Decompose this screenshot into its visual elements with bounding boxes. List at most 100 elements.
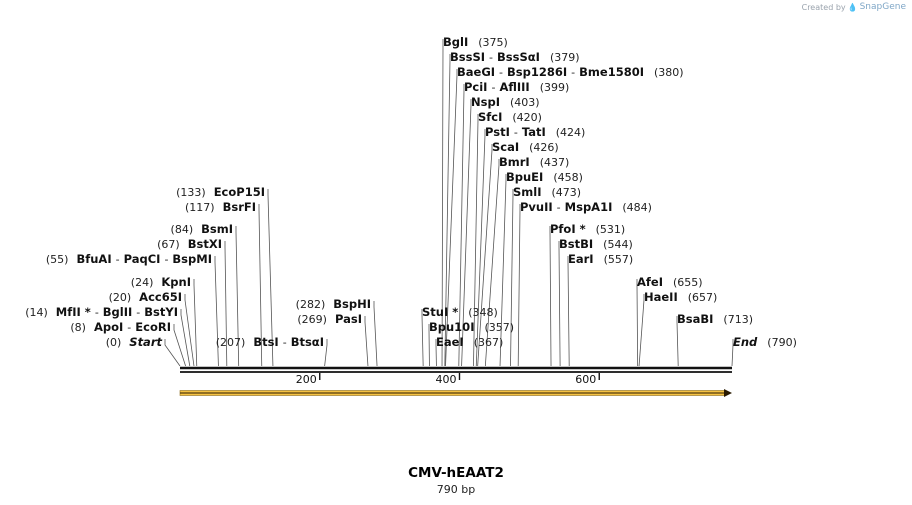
site-leader-line bbox=[473, 114, 479, 367]
enzyme-name: PvuII bbox=[520, 200, 553, 214]
sequence-backbone: 200 400 600 bbox=[180, 366, 732, 386]
site-position: (426) bbox=[529, 141, 559, 154]
site-position: (424) bbox=[556, 126, 586, 139]
site-position: (84) bbox=[171, 223, 194, 236]
site-position: (20) bbox=[109, 291, 132, 304]
site-label: ScaI (426) bbox=[492, 140, 559, 154]
site-label: PfoI * (531) bbox=[550, 222, 625, 236]
site-label: SfcI (420) bbox=[478, 110, 542, 124]
ruler-tick-label: 400 bbox=[435, 373, 456, 386]
enzyme-name: BglI bbox=[443, 35, 468, 49]
site-label: (55) BfuAI - PaqCI - BspMI bbox=[46, 252, 212, 266]
site-position: (133) bbox=[176, 186, 206, 199]
enzyme-name: SfcI bbox=[478, 110, 502, 124]
enzyme-name: BspHI bbox=[333, 297, 371, 311]
site-leader-line bbox=[461, 99, 472, 367]
site-label: EaeI (367) bbox=[436, 335, 503, 349]
site-leader-line bbox=[510, 189, 514, 367]
site-labels: BglI (375)BssSI - BssSαI (379)BaeGI - Bsp1286I… bbox=[25, 35, 797, 349]
site-label: BssSI - BssSαI (379) bbox=[450, 50, 580, 64]
map-length: 790 bp bbox=[436, 483, 476, 496]
enzyme-name: Acc65I bbox=[139, 290, 182, 304]
enzyme-name: BpuEI bbox=[506, 170, 543, 184]
site-position: (473) bbox=[552, 186, 582, 199]
enzyme-name: EarI bbox=[568, 252, 594, 266]
site-leader-line bbox=[444, 54, 451, 367]
site-label: (117) BsrFI bbox=[185, 200, 256, 214]
enzyme-name: BstYI bbox=[144, 305, 178, 319]
enzyme-name: BfuAI bbox=[76, 252, 111, 266]
enzyme-name: BglII bbox=[103, 305, 133, 319]
site-label: (0) Start bbox=[106, 335, 163, 349]
site-leader-line bbox=[477, 144, 493, 367]
site-label: (20) Acc65I bbox=[109, 290, 182, 304]
enzyme-name: TatI bbox=[522, 125, 546, 139]
site-position: (458) bbox=[553, 171, 583, 184]
site-label: NspI (403) bbox=[471, 95, 540, 109]
enzyme-name: Start bbox=[129, 335, 162, 349]
site-label: (67) BstXI bbox=[157, 237, 222, 251]
site-leader-line bbox=[445, 69, 458, 367]
site-position: (420) bbox=[512, 111, 542, 124]
enzyme-name: PstI bbox=[485, 125, 510, 139]
enzyme-name: BsmI bbox=[201, 222, 233, 236]
site-leader-line bbox=[638, 294, 645, 367]
enzyme-name: EaeI bbox=[436, 335, 464, 349]
enzyme-name: AflIII bbox=[499, 80, 529, 94]
site-label: End (790) bbox=[733, 335, 797, 349]
enzyme-name: HaeII bbox=[644, 290, 678, 304]
site-position: (24) bbox=[131, 276, 154, 289]
enzyme-name: PfoI * bbox=[550, 222, 586, 236]
site-label: PstI - TatI (424) bbox=[485, 125, 585, 139]
site-leader-line bbox=[235, 226, 240, 367]
enzyme-name: Bpu10I bbox=[429, 320, 474, 334]
enzyme-name: StuI * bbox=[422, 305, 458, 319]
site-position: (67) bbox=[157, 238, 180, 251]
site-label: EarI (557) bbox=[568, 252, 633, 266]
site-position: (399) bbox=[540, 81, 570, 94]
site-position: (367) bbox=[474, 336, 504, 349]
site-label: (133) EcoP15I bbox=[176, 185, 265, 199]
site-position: (55) bbox=[46, 253, 69, 266]
enzyme-name: EcoRI bbox=[135, 320, 171, 334]
site-leader-line bbox=[364, 316, 369, 367]
site-leader-line bbox=[224, 241, 228, 367]
enzyme-name: BstXI bbox=[188, 237, 222, 251]
enzyme-name: BtsI bbox=[253, 335, 278, 349]
enzyme-name: BssSI bbox=[450, 50, 485, 64]
site-label: (14) MfII * - BglII - BstYI bbox=[25, 305, 178, 319]
site-leader-lines bbox=[164, 39, 734, 367]
site-label: (269) PasI bbox=[297, 312, 362, 326]
site-label: SmlI (473) bbox=[513, 185, 581, 199]
site-label: BaeGI - Bsp1286I - Bme1580I (380) bbox=[457, 65, 684, 79]
site-label: AfeI (655) bbox=[637, 275, 703, 289]
site-position: (14) bbox=[25, 306, 48, 319]
enzyme-name: BsaBI bbox=[677, 312, 713, 326]
enzyme-name: SmlI bbox=[513, 185, 542, 199]
enzyme-name: ScaI bbox=[492, 140, 519, 154]
site-position: (655) bbox=[673, 276, 703, 289]
enzyme-name: KpnI bbox=[161, 275, 191, 289]
site-leader-line bbox=[484, 159, 500, 367]
enzyme-name: BtsαI bbox=[291, 335, 324, 349]
site-label: (282) BspHI bbox=[296, 297, 371, 311]
site-leader-line bbox=[475, 129, 486, 367]
enzyme-name: End bbox=[733, 335, 758, 349]
site-leader-line bbox=[173, 324, 186, 367]
snapgene-logo-icon: 💧 bbox=[847, 2, 858, 12]
enzyme-name: PasI bbox=[335, 312, 362, 326]
feature-arrow-group bbox=[179, 389, 732, 397]
map-title: CMV-hEAAT2 bbox=[408, 465, 504, 481]
enzyme-name: Bme1580I bbox=[579, 65, 644, 79]
site-leader-line bbox=[214, 256, 219, 367]
site-position: (657) bbox=[688, 291, 718, 304]
site-leader-line bbox=[180, 309, 191, 367]
site-leader-line bbox=[636, 279, 639, 367]
site-leader-line bbox=[184, 294, 195, 367]
site-position: (790) bbox=[767, 336, 797, 349]
site-leader-line bbox=[193, 279, 198, 367]
enzyme-name: BstBI bbox=[559, 237, 593, 251]
site-position: (282) bbox=[296, 298, 326, 311]
credit-brand: SnapGene bbox=[859, 2, 906, 12]
site-label: HaeII (657) bbox=[644, 290, 717, 304]
